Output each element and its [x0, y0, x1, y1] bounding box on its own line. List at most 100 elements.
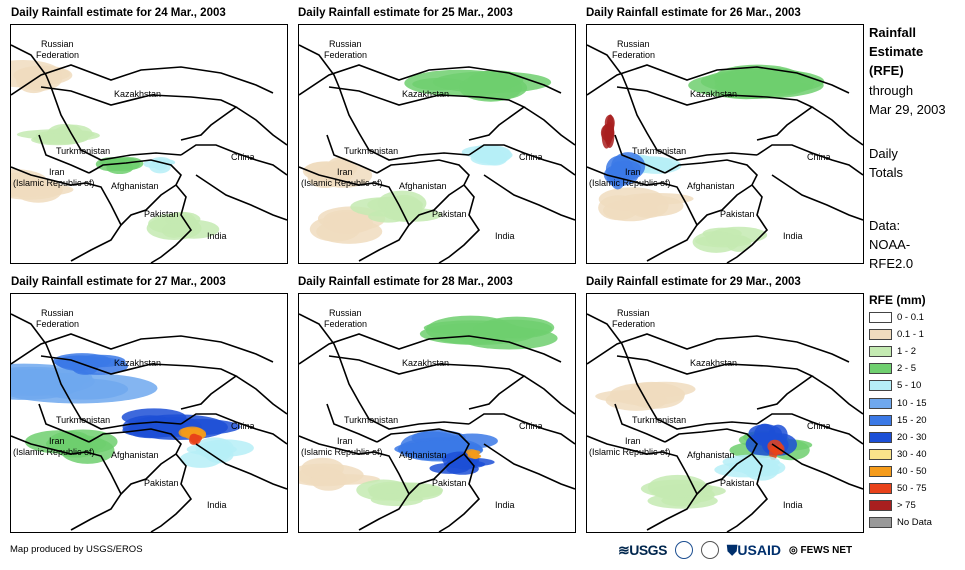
- place-label-afghanistan: Afghanistan: [687, 450, 735, 460]
- place-label-turkmenistan: Turkmenistan: [56, 415, 110, 425]
- place-label-iran1: Iran: [625, 167, 641, 177]
- map-credit: Map produced by USGS/EROS: [10, 544, 143, 555]
- place-label-pakistan: Pakistan: [720, 209, 755, 219]
- legend-label: 40 - 50: [897, 465, 927, 477]
- country-border: [376, 159, 470, 226]
- place-label-russia1: Russian: [617, 308, 650, 318]
- country-border: [195, 174, 287, 221]
- rainfall-patch: [33, 133, 88, 145]
- legend-swatch: [869, 431, 892, 443]
- fews-net-logo: ◎ FEWS NET: [788, 544, 853, 556]
- rainfall-patch: [595, 390, 665, 403]
- country-border: [326, 403, 378, 443]
- country-border: [299, 166, 410, 262]
- place-label-russia2: Federation: [612, 319, 655, 329]
- legend-swatch: [869, 312, 892, 323]
- country-border: [38, 403, 90, 443]
- country-border: [38, 134, 90, 174]
- rainfall-patch: [327, 159, 358, 177]
- legend-item: 1 - 2: [869, 345, 916, 358]
- place-label-turkmenistan: Turkmenistan: [632, 415, 686, 425]
- legend-swatch: [869, 329, 892, 341]
- country-border: [614, 403, 666, 443]
- place-label-india: India: [495, 231, 515, 241]
- place-label-india: India: [783, 500, 803, 510]
- country-border: [587, 313, 628, 357]
- place-label-iran2: (Islamic Republic of): [589, 178, 671, 188]
- panel-title-3: Daily Rainfall estimate for 26 Mar., 200…: [586, 7, 801, 19]
- place-label-afghanistan: Afghanistan: [111, 450, 159, 460]
- place-label-afghanistan: Afghanistan: [687, 181, 735, 191]
- map-panel-5: Russian Federation Kazakhstan Turkmenistan I…: [298, 293, 576, 533]
- country-border: [756, 144, 863, 176]
- rainfall-patch: [459, 73, 523, 102]
- place-label-iran1: Iran: [49, 436, 65, 446]
- place-label-china: China: [807, 152, 831, 162]
- country-border: [587, 435, 698, 531]
- country-border: [299, 313, 340, 357]
- map-panel-6: Russian Federation Kazakhstan Turkmenistan I…: [586, 293, 864, 533]
- country-border: [468, 144, 575, 176]
- place-label-russia1: Russian: [329, 308, 362, 318]
- rfe-title: Rainfall Estimate (RFE): [869, 25, 924, 78]
- place-label-russia2: Federation: [36, 319, 79, 329]
- place-label-russia2: Federation: [324, 319, 367, 329]
- map-panel-3: Russian Federation Kazakhstan Turkmenistan I…: [586, 24, 864, 264]
- daily-totals-label: Daily Totals: [869, 146, 903, 180]
- place-label-russia1: Russian: [617, 39, 650, 49]
- place-label-india: India: [207, 231, 227, 241]
- country-border: [376, 428, 470, 495]
- rainfall-patch: [606, 114, 615, 141]
- legend-label: 0 - 0.1: [897, 312, 924, 323]
- country-border: [11, 333, 274, 365]
- rainfall-field: [598, 64, 825, 253]
- country-border: [50, 355, 182, 430]
- country-border: [299, 64, 562, 96]
- panel-title-6: Daily Rainfall estimate for 29 Mar., 200…: [586, 276, 801, 288]
- legend-item: 10 - 15: [869, 397, 927, 410]
- rainfall-patch: [40, 378, 129, 400]
- country-border: [338, 86, 470, 161]
- country-border: [664, 159, 758, 226]
- place-label-china: China: [231, 152, 255, 162]
- place-label-turkmenistan: Turkmenistan: [632, 146, 686, 156]
- place-label-china: China: [231, 421, 255, 431]
- place-label-iran1: Iran: [49, 167, 65, 177]
- legend-item: No Data: [869, 516, 932, 529]
- legend-label: 1 - 2: [897, 346, 917, 358]
- country-border: [756, 413, 863, 445]
- country-border: [326, 134, 378, 174]
- dos-seal-icon: [700, 541, 719, 559]
- place-label-pakistan: Pakistan: [432, 478, 467, 488]
- legend-label: 50 - 75: [897, 483, 927, 494]
- legend-swatch: [869, 363, 892, 375]
- country-border: [483, 443, 575, 490]
- country-border: [771, 174, 863, 221]
- legend-swatch: [869, 448, 892, 460]
- country-border: [180, 413, 287, 445]
- place-label-kazakhstan: Kazakhstan: [114, 89, 161, 99]
- country-border: [771, 443, 863, 490]
- country-border: [180, 144, 287, 176]
- legend-label: 20 - 30: [897, 431, 927, 443]
- country-border: [616, 355, 814, 410]
- place-label-iran1: Iran: [337, 167, 353, 177]
- country-border: [438, 184, 481, 263]
- place-label-kazakhstan: Kazakhstan: [690, 358, 737, 368]
- country-border: [40, 355, 238, 410]
- place-label-china: China: [519, 152, 543, 162]
- legend-swatch: [869, 517, 892, 529]
- legend-label: 10 - 15: [897, 397, 927, 409]
- country-border: [587, 64, 850, 96]
- place-label-iran2: (Islamic Republic of): [589, 447, 671, 457]
- country-border: [11, 166, 122, 262]
- country-border: [587, 333, 850, 365]
- place-label-pakistan: Pakistan: [432, 209, 467, 219]
- rainfall-patch: [473, 319, 553, 338]
- rainfall-patch: [705, 232, 735, 246]
- place-label-pakistan: Pakistan: [144, 478, 179, 488]
- place-label-russia2: Federation: [612, 50, 655, 60]
- legend-swatch: [869, 414, 892, 426]
